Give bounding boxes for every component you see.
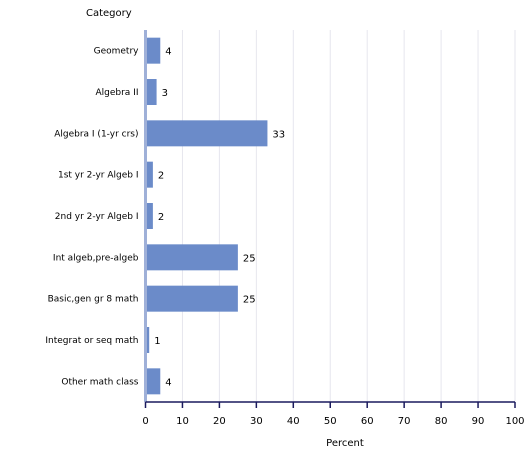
- bar-1: [145, 37, 161, 64]
- bar-8: [145, 327, 150, 353]
- category-label-5: 2nd yr 2-yr Algeb I: [55, 212, 139, 222]
- axes: 0 10 20 30 40 50 60 70 80 90 100: [142, 30, 525, 427]
- data-label-3: 33: [272, 129, 285, 140]
- bar-5: [145, 203, 153, 229]
- x-tick-label-100: 100: [505, 416, 524, 427]
- category-label-4: 1st yr 2-yr Algeb I: [58, 171, 139, 181]
- x-tick-label-60: 60: [361, 416, 374, 427]
- bar-2: [145, 79, 157, 105]
- bars: [145, 37, 268, 395]
- x-tick-label-70: 70: [398, 416, 411, 427]
- category-label-3: Algebra I (1-yr crs): [54, 129, 138, 139]
- x-tick-label-50: 50: [324, 416, 337, 427]
- x-tick-label-20: 20: [213, 416, 226, 427]
- category-label-2: Algebra II: [95, 88, 138, 98]
- x-axis-title: Percent: [326, 438, 364, 449]
- x-tick-label-80: 80: [435, 416, 448, 427]
- data-label-4: 2: [158, 171, 164, 182]
- data-label-2: 3: [162, 88, 168, 99]
- category-label-7: Basic,gen gr 8 math: [48, 295, 139, 305]
- category-labels: Geometry Algebra II Algebra I (1-yr crs) 1s…: [45, 47, 139, 388]
- data-label-1: 4: [165, 47, 171, 58]
- data-label-7: 25: [243, 295, 256, 306]
- category-label-1: Geometry: [94, 47, 140, 57]
- x-tick-label-0: 0: [142, 416, 148, 427]
- data-label-8: 1: [154, 336, 160, 347]
- bar-9: [145, 368, 161, 395]
- category-label-6: Int algeb,pre-algeb: [53, 253, 139, 263]
- category-label-8: Integrat or seq math: [45, 336, 138, 346]
- data-label-5: 2: [158, 212, 164, 223]
- x-tick-label-40: 40: [287, 416, 300, 427]
- x-tick-label-90: 90: [472, 416, 485, 427]
- bar-3: [145, 120, 268, 147]
- bar-4: [145, 161, 153, 188]
- x-tick-label-30: 30: [250, 416, 263, 427]
- data-label-9: 4: [165, 377, 171, 388]
- category-axis-title: Category: [86, 8, 132, 19]
- data-label-6: 25: [243, 253, 256, 264]
- category-label-9: Other math class: [61, 377, 138, 387]
- x-tick-label-10: 10: [176, 416, 189, 427]
- grid-lines: [181, 30, 516, 402]
- bar-7: [145, 285, 238, 312]
- bar-6: [145, 244, 238, 271]
